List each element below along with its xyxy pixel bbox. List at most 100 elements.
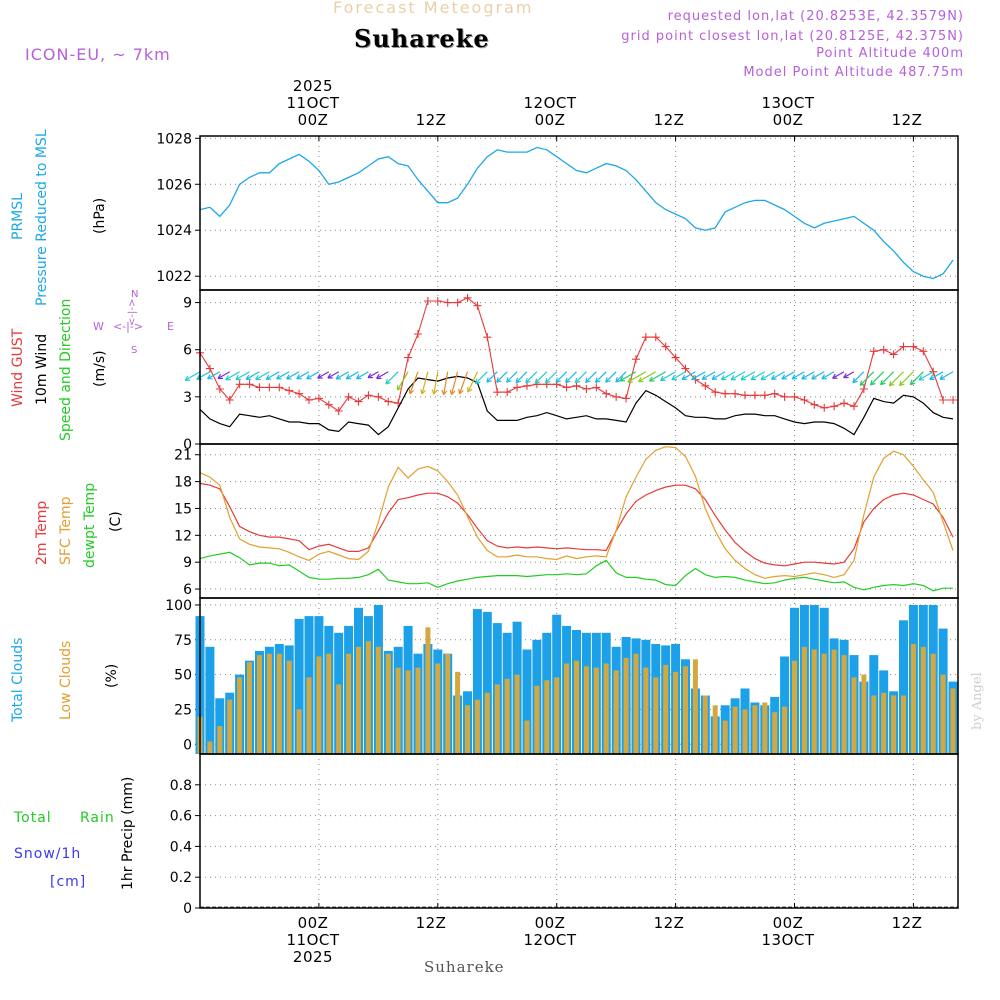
wind-arrow (595, 371, 607, 383)
y-tick-label: 0.2 (170, 870, 192, 886)
low-cloud-bar (237, 677, 243, 754)
wind-arrow-head (515, 377, 522, 384)
low-cloud-bar (455, 671, 461, 754)
temp-2m-line (199, 482, 954, 567)
y-tick-label: 9 (183, 555, 192, 571)
low-cloud-bar (484, 692, 490, 754)
gust-marker (711, 388, 720, 397)
wind-arrow (235, 371, 250, 381)
wind-arrow (888, 371, 904, 387)
gust-marker (314, 394, 323, 403)
wind-arrow (760, 371, 775, 381)
point-altitude: Point Altitude 400m (816, 46, 964, 61)
low-cloud-bar (722, 720, 728, 754)
compass-n: N (131, 289, 139, 300)
wind-arrow (356, 371, 369, 380)
wind-arrow (821, 371, 835, 380)
low-cloud-bar (623, 657, 629, 754)
wind-arrow (870, 371, 885, 386)
wind-arrow-head (296, 374, 302, 380)
wind-arrow (681, 371, 696, 380)
y-tick-label: 21 (174, 448, 192, 464)
time-label-top-11oct-12z: 12Z (394, 112, 468, 129)
low-cloud-bar (752, 705, 758, 755)
y-tick-label: 0.4 (170, 839, 192, 855)
time-label-date: 12OCT (523, 931, 577, 949)
wind-arrow-head (880, 379, 886, 386)
low-cloud-bar (217, 726, 223, 754)
wind-arrow (619, 371, 637, 382)
wind-arrow (196, 371, 211, 380)
low-cloud-bar (385, 653, 391, 754)
wind-arrow (385, 371, 399, 385)
low-cloud-bar (524, 720, 530, 754)
wind-arrow (317, 371, 330, 379)
low-cloud-bar (792, 660, 797, 754)
wind-arrow-head (859, 380, 866, 386)
wind-arrow-head (898, 380, 905, 387)
wind-arrow (245, 371, 260, 380)
wind-arrow (396, 371, 409, 391)
wind-arrow (376, 371, 389, 379)
low-cloud-bar (306, 677, 312, 754)
low-cloud-bar (831, 649, 837, 754)
wind-arrow (750, 371, 766, 381)
low-cloud-bar (673, 671, 679, 754)
wind-arrow (534, 371, 548, 384)
gust-marker (463, 293, 472, 302)
low-cloud-bar (821, 653, 827, 754)
time-label-hour: 00Z (297, 111, 329, 129)
low-cloud-bar (465, 705, 470, 755)
wind-arrow (207, 371, 221, 380)
gust-marker (295, 389, 304, 398)
wind-arrow (811, 371, 825, 380)
panel-frame (199, 135, 959, 291)
gust-marker (949, 396, 958, 404)
total-cloud-bar (899, 620, 908, 754)
time-label-top-12oct-12z: 12Z (632, 112, 706, 129)
wind-arrow (585, 371, 597, 383)
wind-arrow-head (486, 377, 492, 383)
gust-marker (830, 402, 839, 411)
wind-arrow (506, 371, 518, 383)
wind-arrow (525, 371, 538, 384)
low-cloud-bar (375, 646, 381, 755)
low-cloud-bar (445, 653, 451, 754)
wind-arrow (345, 371, 359, 380)
wind-arrow-head (869, 379, 876, 386)
gust-marker (572, 381, 581, 390)
time-label-bottom-12oct-12z: 12Z (632, 915, 706, 932)
wind-arrow-head (909, 379, 916, 386)
gust-marker (404, 353, 413, 362)
low-cloud-bar (316, 656, 322, 754)
y-tick-label: 0 (183, 437, 192, 453)
wind-arrow-head (649, 376, 655, 382)
panel-frame (199, 289, 959, 445)
time-label-date: 13OCT (761, 931, 815, 949)
low-cloud-bar (405, 670, 411, 754)
wind-arrow (701, 371, 716, 380)
y-tick-label: 50 (174, 668, 192, 684)
gust-marker (225, 396, 234, 404)
wind-arrow-head (355, 374, 362, 380)
gust-marker (334, 407, 343, 415)
wind-arrow-head (720, 375, 727, 381)
low-cloud-bar (732, 706, 738, 754)
gust-marker (215, 385, 224, 393)
wind-arrow (832, 371, 845, 379)
total-rain-label-rain: Rain (80, 810, 115, 826)
time-label-bottom-12oct-00z: 00Z 12OCT (513, 915, 587, 949)
wind-arrow-head (770, 374, 777, 380)
gust-marker (265, 383, 274, 392)
low-cloud-bar (257, 655, 262, 754)
wind-arrow-head (506, 377, 512, 383)
wind-arrow (475, 371, 488, 384)
y-tick-label: 1022 (156, 269, 192, 285)
wind-arrow (555, 371, 568, 383)
wind-arrow (409, 371, 419, 394)
wind-arrow-head (760, 375, 767, 381)
y-tick-label: 75 (174, 633, 192, 649)
wind-arrow-head (691, 374, 697, 381)
wind-arrow (458, 371, 469, 394)
wind-arrow-head (420, 389, 426, 395)
